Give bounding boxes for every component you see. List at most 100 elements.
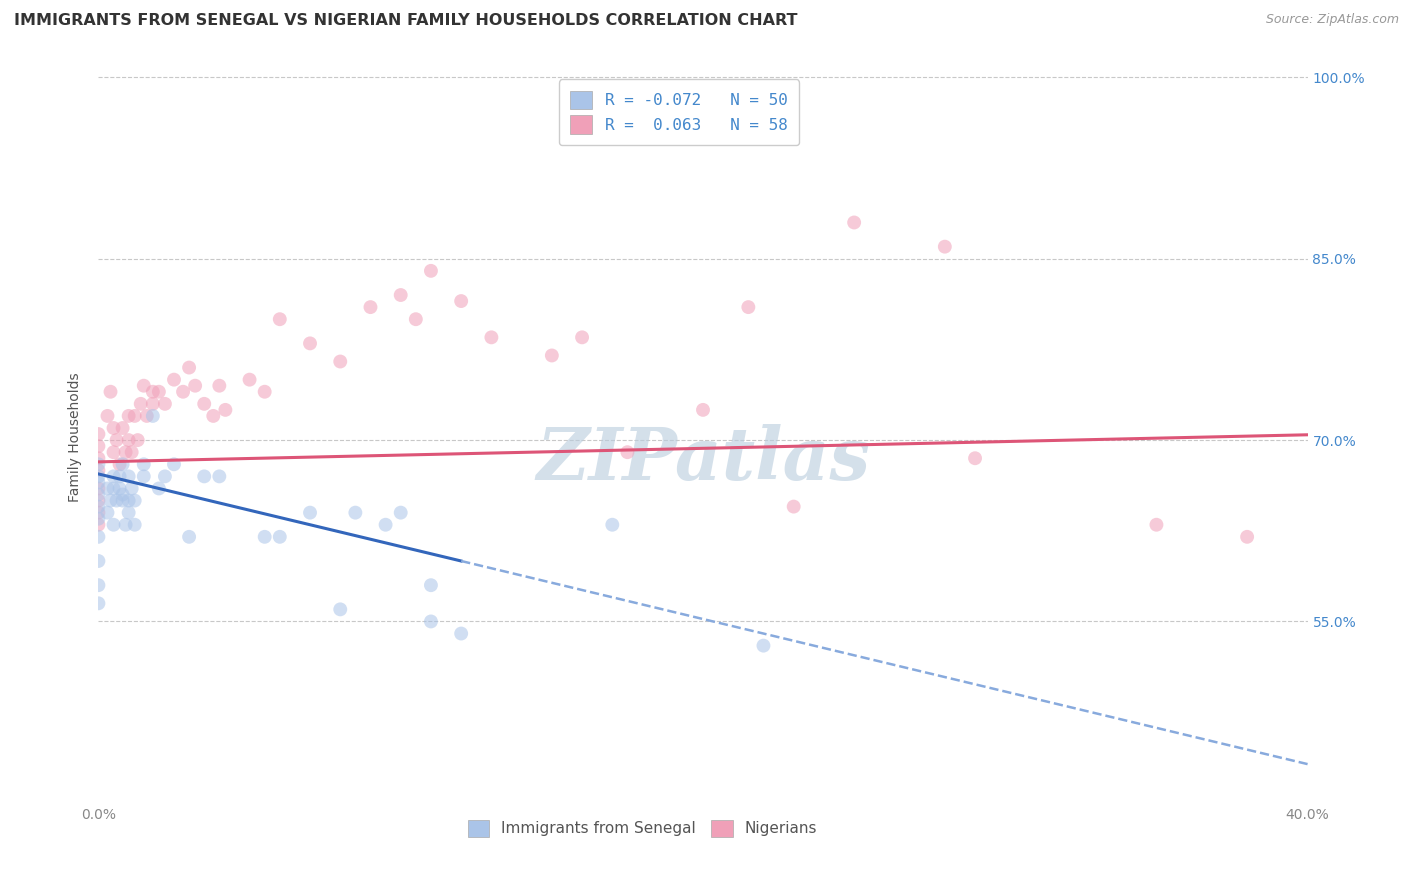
Point [752,639,775,653]
Point [108,482,131,496]
Point [121,482,143,496]
Point [127,433,149,447]
Point [1236,530,1258,544]
Point [269,312,291,326]
Point [129,397,152,411]
Point [389,506,412,520]
Point [420,578,443,592]
Point [329,354,352,368]
Point [87,530,110,544]
Point [253,530,276,544]
Point [344,506,367,520]
Point [269,530,291,544]
Point [100,493,122,508]
Point [87,554,110,568]
Point [783,500,806,514]
Point [105,433,128,447]
Point [87,457,110,471]
Point [405,312,427,326]
Point [87,596,110,610]
Point [87,469,110,483]
Point [571,330,593,344]
Point [111,493,134,508]
Point [132,469,155,483]
Point [163,457,186,471]
Point [103,517,125,532]
Point [103,445,125,459]
Point [965,451,987,466]
Point [540,349,562,363]
Point [844,215,866,229]
Point [148,482,170,496]
Point [118,493,141,508]
Point [103,469,125,483]
Point [87,475,110,490]
Text: ZIPatlas: ZIPatlas [536,424,870,494]
Point [87,511,110,525]
Text: IMMIGRANTS FROM SENEGAL VS NIGERIAN FAMILY HOUSEHOLDS CORRELATION CHART: IMMIGRANTS FROM SENEGAL VS NIGERIAN FAMI… [14,13,797,29]
Point [124,493,146,508]
Point [420,615,443,629]
Point [239,373,262,387]
Point [329,602,352,616]
Point [132,378,155,392]
Point [124,517,146,532]
Point [1144,517,1167,532]
Point [299,506,322,520]
Point [87,482,110,496]
Y-axis label: Family Households: Family Households [69,372,83,502]
Point [692,403,714,417]
Point [142,384,165,399]
Point [153,469,176,483]
Point [172,384,194,399]
Text: Source: ZipAtlas.com: Source: ZipAtlas.com [1265,13,1399,27]
Point [193,397,215,411]
Point [253,384,276,399]
Point [87,451,110,466]
Point [118,506,141,520]
Point [142,397,165,411]
Point [87,500,110,514]
Legend: Immigrants from Senegal, Nigerians: Immigrants from Senegal, Nigerians [458,811,827,847]
Point [105,493,128,508]
Point [114,445,136,459]
Point [389,288,412,302]
Point [96,409,118,423]
Point [87,439,110,453]
Point [124,409,146,423]
Point [184,378,207,392]
Point [208,378,231,392]
Point [87,506,110,520]
Point [208,469,231,483]
Point [96,506,118,520]
Point [111,487,134,501]
Point [299,336,322,351]
Point [96,482,118,496]
Point [193,469,215,483]
Point [179,530,201,544]
Point [87,578,110,592]
Point [153,397,176,411]
Point [118,433,141,447]
Point [202,409,225,423]
Point [114,517,136,532]
Point [118,469,141,483]
Point [481,330,503,344]
Point [450,626,472,640]
Point [148,384,170,399]
Point [450,294,472,309]
Point [214,403,236,417]
Point [111,421,134,435]
Point [108,469,131,483]
Point [103,482,125,496]
Point [142,409,165,423]
Point [121,445,143,459]
Point [374,517,396,532]
Point [87,427,110,442]
Point [87,463,110,477]
Point [135,409,157,423]
Point [118,409,141,423]
Point [111,457,134,471]
Point [420,264,443,278]
Point [934,240,956,254]
